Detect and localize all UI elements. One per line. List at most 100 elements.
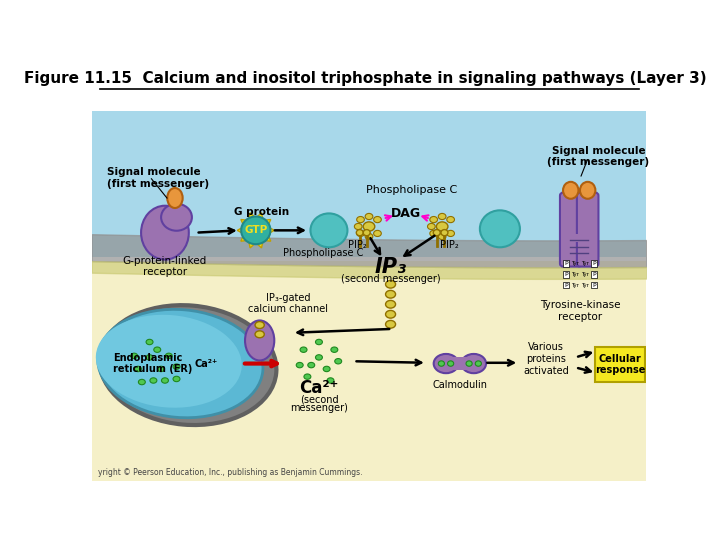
- Text: Phospholipase C: Phospholipase C: [283, 248, 363, 258]
- Ellipse shape: [173, 376, 180, 382]
- Text: Endoplasmic
reticulum (ER): Endoplasmic reticulum (ER): [113, 353, 193, 374]
- Text: (second messenger): (second messenger): [341, 274, 441, 284]
- Ellipse shape: [99, 305, 276, 425]
- Ellipse shape: [428, 224, 435, 230]
- Ellipse shape: [146, 339, 153, 345]
- Ellipse shape: [131, 353, 138, 359]
- Ellipse shape: [161, 378, 168, 383]
- Ellipse shape: [433, 230, 440, 236]
- Text: Tyr: Tyr: [580, 261, 588, 266]
- Text: DAG: DAG: [391, 207, 421, 220]
- Ellipse shape: [161, 204, 192, 231]
- Ellipse shape: [331, 347, 338, 353]
- Ellipse shape: [96, 315, 242, 408]
- Text: P: P: [564, 282, 568, 287]
- Ellipse shape: [430, 231, 438, 237]
- Ellipse shape: [438, 213, 446, 220]
- Text: Ca²⁺: Ca²⁺: [194, 359, 217, 369]
- Ellipse shape: [146, 355, 153, 360]
- Ellipse shape: [374, 217, 382, 222]
- FancyBboxPatch shape: [560, 193, 582, 267]
- Text: Ca²⁺: Ca²⁺: [300, 379, 338, 397]
- FancyBboxPatch shape: [595, 347, 644, 382]
- Text: Calmodulin: Calmodulin: [432, 381, 487, 390]
- Ellipse shape: [374, 231, 382, 237]
- Ellipse shape: [327, 378, 334, 383]
- Ellipse shape: [138, 379, 145, 384]
- Ellipse shape: [315, 339, 323, 345]
- Ellipse shape: [385, 300, 395, 308]
- Ellipse shape: [255, 331, 264, 338]
- Ellipse shape: [448, 361, 454, 366]
- Text: P: P: [564, 261, 568, 266]
- Ellipse shape: [315, 355, 323, 360]
- Text: G protein: G protein: [233, 207, 289, 217]
- Text: P: P: [592, 272, 595, 276]
- Ellipse shape: [385, 320, 395, 328]
- Ellipse shape: [296, 362, 303, 368]
- Text: G-protein-linked
receptor: G-protein-linked receptor: [123, 256, 207, 278]
- Text: Tyr: Tyr: [580, 272, 588, 276]
- FancyBboxPatch shape: [577, 193, 598, 267]
- Ellipse shape: [480, 210, 520, 247]
- Ellipse shape: [167, 188, 183, 208]
- Ellipse shape: [441, 230, 448, 236]
- Text: IP₃: IP₃: [374, 256, 407, 276]
- FancyBboxPatch shape: [92, 261, 647, 481]
- FancyBboxPatch shape: [92, 111, 647, 257]
- Ellipse shape: [335, 359, 342, 364]
- Ellipse shape: [158, 366, 165, 372]
- FancyBboxPatch shape: [451, 357, 469, 370]
- Polygon shape: [238, 213, 274, 248]
- Text: Tyrosine-kinase
receptor: Tyrosine-kinase receptor: [540, 300, 620, 322]
- Text: Tyr: Tyr: [580, 282, 588, 287]
- Ellipse shape: [354, 224, 362, 230]
- Ellipse shape: [385, 310, 395, 318]
- Text: P: P: [564, 272, 568, 276]
- Ellipse shape: [385, 280, 395, 288]
- Ellipse shape: [438, 233, 446, 240]
- Text: (second: (second: [300, 395, 338, 405]
- Ellipse shape: [356, 217, 364, 222]
- FancyBboxPatch shape: [92, 65, 647, 481]
- Ellipse shape: [241, 217, 271, 244]
- Text: Tyr: Tyr: [571, 261, 579, 266]
- Ellipse shape: [255, 322, 264, 328]
- Text: IP₃-gated
calcium channel: IP₃-gated calcium channel: [248, 293, 328, 314]
- Text: Phospholipase C: Phospholipase C: [366, 185, 457, 194]
- Text: GTP: GTP: [244, 225, 267, 235]
- Ellipse shape: [447, 231, 454, 237]
- Ellipse shape: [433, 354, 459, 373]
- Text: Tyr: Tyr: [571, 282, 579, 287]
- Ellipse shape: [563, 182, 578, 199]
- Text: Signal molecule
(first messenger): Signal molecule (first messenger): [107, 167, 210, 189]
- FancyBboxPatch shape: [563, 234, 595, 242]
- Ellipse shape: [462, 354, 486, 373]
- Ellipse shape: [365, 233, 373, 240]
- Ellipse shape: [447, 217, 454, 222]
- Ellipse shape: [310, 213, 348, 247]
- Ellipse shape: [154, 347, 161, 353]
- Text: Cellular
response: Cellular response: [595, 354, 645, 375]
- Text: Figure 11.15  Calcium and inositol triphosphate in signaling pathways (Layer 3): Figure 11.15 Calcium and inositol tripho…: [24, 71, 706, 86]
- Ellipse shape: [363, 230, 370, 236]
- Ellipse shape: [307, 362, 315, 368]
- Ellipse shape: [580, 182, 595, 199]
- Text: P: P: [592, 261, 595, 266]
- Text: P: P: [592, 282, 595, 287]
- Ellipse shape: [173, 364, 180, 369]
- Ellipse shape: [430, 217, 438, 222]
- Text: messenger): messenger): [290, 403, 348, 413]
- Ellipse shape: [135, 366, 141, 372]
- Ellipse shape: [98, 309, 263, 418]
- Text: PIP₂: PIP₂: [441, 240, 459, 251]
- Ellipse shape: [356, 231, 364, 237]
- Ellipse shape: [466, 361, 472, 366]
- Text: Signal molecule
(first messenger): Signal molecule (first messenger): [547, 146, 649, 167]
- Ellipse shape: [436, 222, 448, 231]
- Ellipse shape: [363, 222, 375, 231]
- Ellipse shape: [385, 291, 395, 298]
- Ellipse shape: [323, 366, 330, 372]
- Ellipse shape: [166, 353, 172, 359]
- Text: Various
proteins
activated: Various proteins activated: [523, 342, 569, 375]
